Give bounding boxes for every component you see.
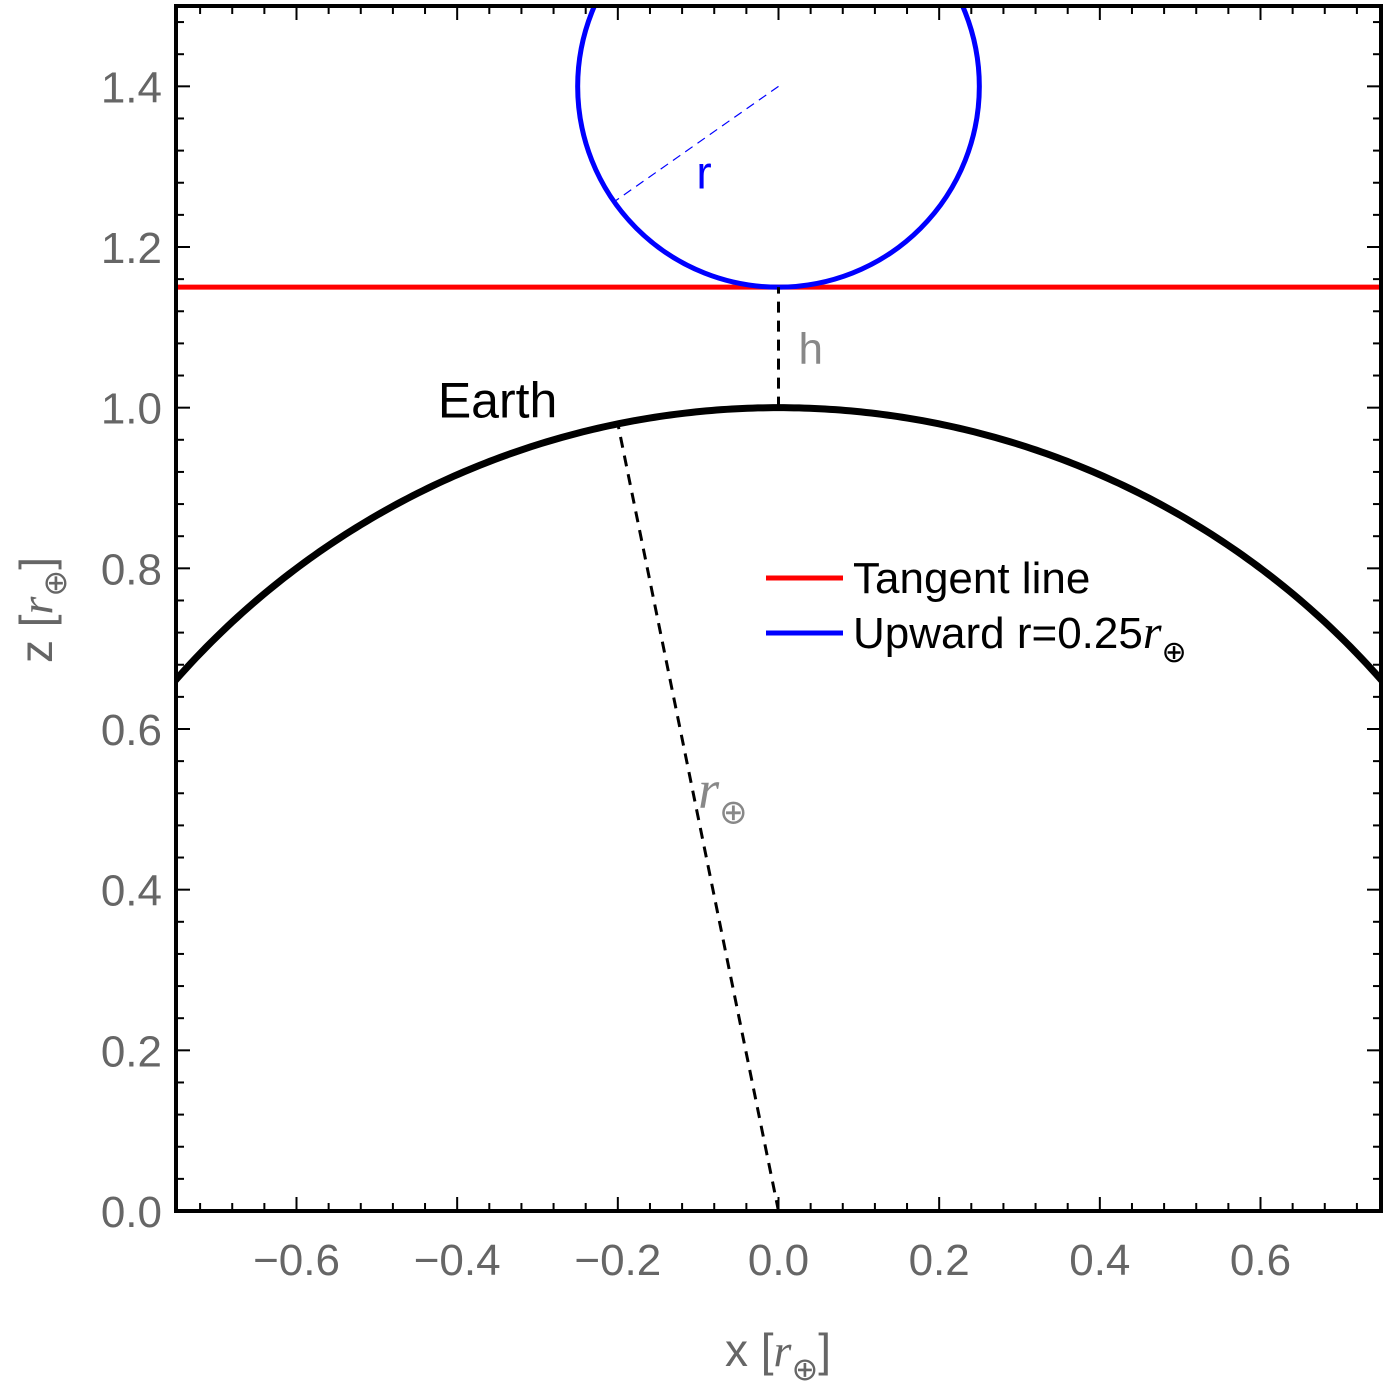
legend-label-tangent-line: Tangent line xyxy=(853,554,1090,603)
y-tick-label: 0.0 xyxy=(101,1188,162,1237)
earth-radius-label-subscript: ⊕ xyxy=(719,792,748,832)
legend: Tangent line Upward r=0.25r⊕ xyxy=(766,554,1187,670)
y-axis-title-suffix: ] xyxy=(10,557,62,570)
legend-label-upward-circle-subscript: ⊕ xyxy=(1162,635,1187,670)
y-axis-title: z [r⊕] xyxy=(10,557,74,663)
x-axis-title-suffix: ] xyxy=(818,1324,831,1376)
y-tick-label: 1.0 xyxy=(101,385,162,434)
x-tick-label: −0.6 xyxy=(253,1236,340,1285)
upward-circle xyxy=(575,6,982,290)
earth-label: Earth xyxy=(438,373,558,429)
y-axis-title-symbol: r xyxy=(11,595,62,614)
earth-radius-label-symbol: r xyxy=(698,759,720,819)
earth-radius-dashed-line xyxy=(616,423,780,1211)
y-tick-label: 0.8 xyxy=(101,545,162,594)
x-tick-label: 0.0 xyxy=(748,1236,809,1285)
y-axis-title-subscript: ⊕ xyxy=(36,570,74,597)
circle-radius-label: r xyxy=(696,147,711,199)
x-tick-label: −0.4 xyxy=(414,1236,501,1285)
y-tick-label: 0.6 xyxy=(101,706,162,755)
tick-marks xyxy=(176,6,1381,1211)
y-tick-label: 0.2 xyxy=(101,1027,162,1076)
x-tick-label: 0.2 xyxy=(909,1236,970,1285)
legend-label-upward-circle: Upward r=0.25r⊕ xyxy=(853,606,1187,670)
y-tick-label: 1.4 xyxy=(101,63,162,112)
x-tick-label: −0.2 xyxy=(574,1236,661,1285)
x-tick-label: 0.4 xyxy=(1069,1236,1130,1285)
x-axis-title-subscript: ⊕ xyxy=(791,1350,818,1388)
legend-label-upward-circle-symbol: r xyxy=(1143,606,1162,659)
height-label: h xyxy=(799,324,823,373)
circle-radius-dashed-line xyxy=(613,85,779,203)
earth-surface-curve xyxy=(176,404,1381,685)
earth-radius-label: r⊕ xyxy=(698,759,748,832)
legend-label-upward-circle-text: Upward r=0.25 xyxy=(853,609,1143,658)
y-tick-label: 1.2 xyxy=(101,224,162,273)
y-axis-title-prefix: z [ xyxy=(10,614,62,663)
plot-frame xyxy=(174,4,1383,1213)
x-tick-label: 0.6 xyxy=(1230,1236,1291,1285)
x-axis-title-symbol: r xyxy=(774,1325,793,1376)
tick-labels: −0.6 −0.4 −0.2 0.0 0.2 0.4 0.6 0.0 0.2 0.4 0.6 0.8 1… xyxy=(101,63,1291,1285)
x-axis-title-prefix: x [ xyxy=(725,1324,774,1376)
y-tick-label: 0.4 xyxy=(101,867,162,916)
x-axis-title: x [r⊕] xyxy=(725,1324,831,1388)
